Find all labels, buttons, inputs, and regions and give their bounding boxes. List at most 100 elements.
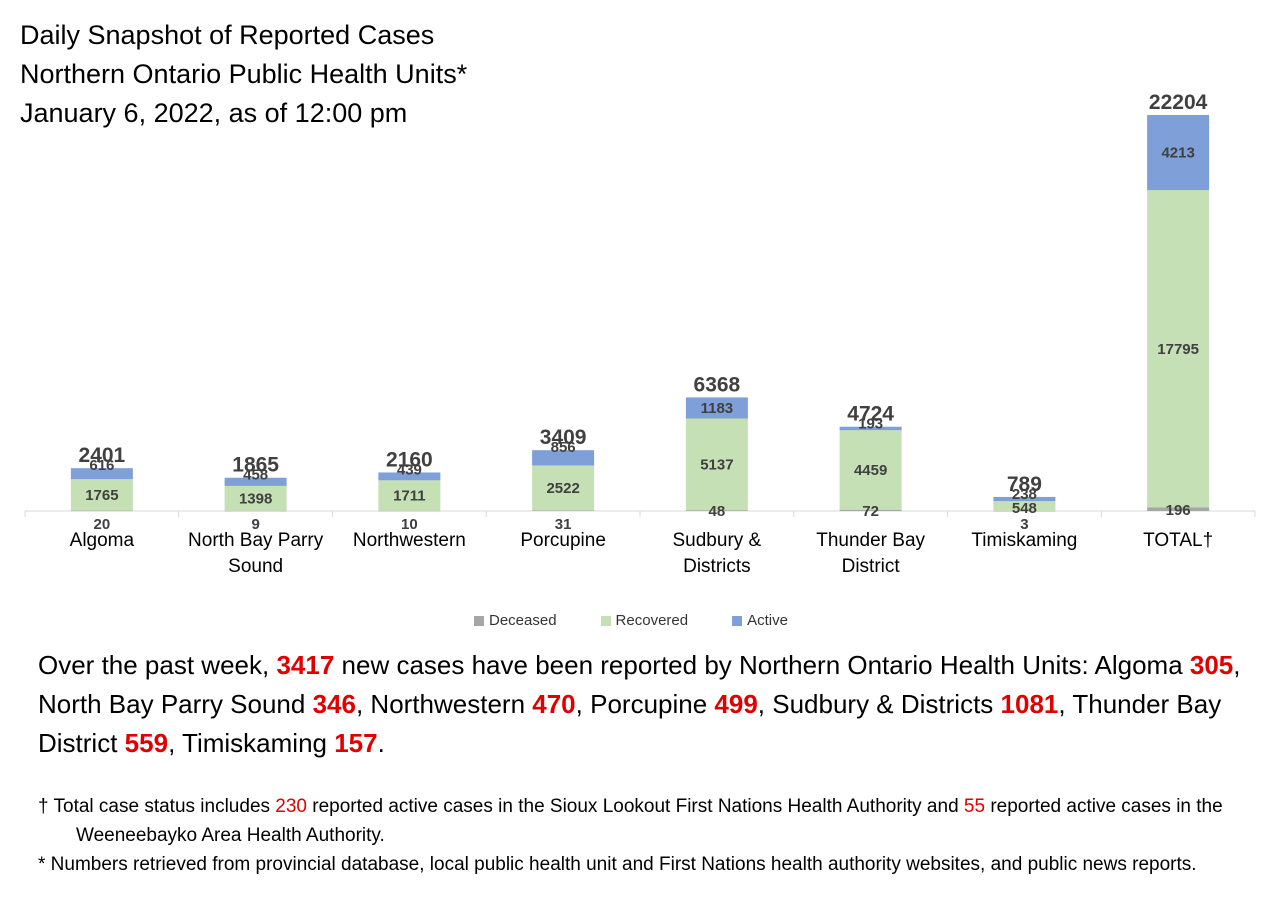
bar-segment-recovered xyxy=(1147,190,1210,508)
data-label-total: 22204 xyxy=(1149,91,1208,114)
data-label-active: 4213 xyxy=(1161,145,1194,162)
bar-segment-recovered xyxy=(839,430,902,510)
bar-segment-active xyxy=(685,397,748,419)
x-tick-label: Sound xyxy=(228,556,283,577)
summary-algoma: 305 xyxy=(1189,650,1234,680)
bar-segment-active xyxy=(532,450,595,466)
footnotes: † Total case status includes 230 reporte… xyxy=(38,792,1248,879)
summary-timiskaming: 157 xyxy=(334,728,378,758)
legend-label-active: Active xyxy=(747,612,788,629)
bar-segment-deceased xyxy=(685,510,748,511)
data-label-deceased: 72 xyxy=(862,503,879,520)
data-label-recovered: 1398 xyxy=(239,490,272,507)
legend-label-recovered: Recovered xyxy=(615,612,689,629)
summary-total-new: 3417 xyxy=(276,650,335,680)
footnote-asterisk: * Numbers retrieved from provincial data… xyxy=(38,854,1197,875)
summary-text: , Northwestern xyxy=(355,689,533,719)
data-label-deceased: 10 xyxy=(401,516,418,533)
legend-item-deceased: Deceased xyxy=(474,612,557,629)
footnote-dagger: † Total case status includes 230 reporte… xyxy=(38,792,1248,850)
weekly-summary: Over the past week, 3417 new cases have … xyxy=(38,646,1258,763)
bar-segment-recovered xyxy=(685,418,748,511)
data-label-recovered: 4459 xyxy=(854,462,887,479)
summary-sudbury: 1081 xyxy=(1000,689,1059,719)
data-label-active: 238 xyxy=(1012,486,1037,503)
data-label-recovered: 1711 xyxy=(393,488,426,505)
data-label-recovered: 5137 xyxy=(700,456,733,473)
chart-title: Daily Snapshot of Reported Cases Norther… xyxy=(20,16,467,133)
data-label-recovered: 548 xyxy=(1012,500,1037,517)
x-tick-label: District xyxy=(842,556,901,577)
title-line-2: Northern Ontario Public Health Units* xyxy=(20,59,468,89)
legend-swatch-recovered xyxy=(600,615,611,626)
chart-legend: Deceased Recovered Active xyxy=(474,612,788,629)
bar-segment-active xyxy=(70,468,133,480)
x-tick-label: TOTAL† xyxy=(1143,530,1213,551)
bar-segment-deceased xyxy=(70,510,133,512)
summary-porcupine: 499 xyxy=(714,689,758,719)
title-line-1: Daily Snapshot of Reported Cases xyxy=(20,20,435,50)
data-label-total: 3409 xyxy=(540,426,587,449)
title-line-3: January 6, 2022, as of 12:00 pm xyxy=(20,98,408,128)
bar-segment-active xyxy=(1147,115,1210,191)
summary-nbps: 346 xyxy=(312,689,356,719)
data-label-deceased: 31 xyxy=(555,516,572,533)
summary-text: , Porcupine xyxy=(575,689,715,719)
footnote-text: † Total case status includes xyxy=(38,796,276,817)
data-label-total: 1865 xyxy=(232,454,279,477)
summary-thunder-bay: 559 xyxy=(124,728,169,758)
bar-segment-active xyxy=(378,472,441,481)
data-label-active: 193 xyxy=(858,416,883,433)
x-tick-label: Algoma xyxy=(70,530,135,551)
footnote-sioux-lookout-count: 230 xyxy=(275,796,307,817)
footnote-text: reported active cases in the Weeneebayko… xyxy=(76,796,1223,846)
data-label-total: 789 xyxy=(1007,473,1042,496)
bar-segment-recovered xyxy=(532,465,595,511)
x-tick-label: Timiskaming xyxy=(971,530,1077,551)
data-label-recovered: 2522 xyxy=(546,480,579,497)
x-tick-label: Sudbury & xyxy=(673,530,762,551)
bar-segment-recovered xyxy=(993,501,1056,511)
summary-text: new cases have been reported by Northern… xyxy=(334,650,1190,680)
x-tick-label: Districts xyxy=(683,556,751,577)
data-label-recovered: 1765 xyxy=(85,487,118,504)
data-label-deceased: 196 xyxy=(1166,502,1191,519)
legend-label-deceased: Deceased xyxy=(489,612,557,629)
summary-text: , Timiskaming xyxy=(168,728,335,758)
data-label-recovered: 17795 xyxy=(1157,341,1199,358)
legend-swatch-deceased xyxy=(474,615,484,626)
bar-segment-deceased xyxy=(993,510,1056,512)
data-label-active: 458 xyxy=(243,467,268,484)
legend-item-recovered: Recovered xyxy=(600,612,689,629)
summary-northwestern: 470 xyxy=(532,689,576,719)
legend-swatch-active xyxy=(732,615,743,626)
data-label-total: 2160 xyxy=(386,448,433,471)
bar-segment-deceased xyxy=(1147,507,1210,511)
data-label-active: 616 xyxy=(89,457,114,474)
bar-segment-active xyxy=(993,496,1056,502)
bar-segment-active xyxy=(224,477,287,486)
data-label-active: 856 xyxy=(551,439,576,456)
data-label-total: 6368 xyxy=(694,373,741,396)
bar-segment-deceased xyxy=(532,510,595,511)
data-label-total: 4724 xyxy=(847,403,894,426)
bar-segment-deceased xyxy=(224,510,287,512)
bar-segment-recovered xyxy=(70,479,133,511)
summary-text: , Thunder Bay District xyxy=(38,689,1222,758)
data-label-total: 2401 xyxy=(79,444,126,467)
x-tick-label: Porcupine xyxy=(520,530,606,551)
x-tick-label: Thunder Bay xyxy=(816,530,925,551)
x-tick-label: Northwestern xyxy=(353,530,466,551)
data-label-deceased: 48 xyxy=(709,503,726,520)
footnote-text: reported active cases in the Sioux Looko… xyxy=(307,796,964,817)
bar-segment-active xyxy=(839,426,902,431)
data-label-active: 1183 xyxy=(701,400,734,417)
legend-item-active: Active xyxy=(732,612,788,629)
bar-segment-deceased xyxy=(839,509,902,511)
data-label-active: 439 xyxy=(397,461,422,478)
summary-text: . xyxy=(377,728,385,758)
data-label-deceased: 20 xyxy=(94,516,111,533)
bar-segment-recovered xyxy=(224,485,287,511)
data-label-deceased: 9 xyxy=(251,516,259,533)
